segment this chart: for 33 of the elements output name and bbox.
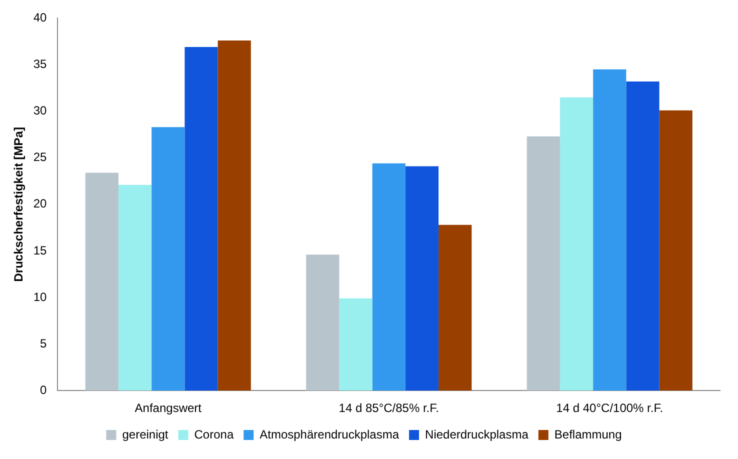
bar — [405, 166, 439, 391]
bar — [372, 163, 406, 391]
y-tick-label: 10 — [33, 290, 48, 304]
bar — [118, 184, 152, 391]
y-tick-label: 0 — [40, 382, 48, 397]
bar — [438, 224, 472, 391]
y-axis-title: Druckscherfestigkeit [MPa] — [12, 127, 26, 282]
y-tick-label: 5 — [40, 336, 48, 350]
bar — [339, 298, 372, 391]
y-tick-label: 20 — [33, 196, 48, 211]
bar — [526, 136, 560, 391]
legend-label: Atmosphärendruckplasma — [260, 427, 400, 442]
bar — [659, 110, 692, 391]
y-tick-label: 40 — [33, 10, 48, 25]
bar — [85, 172, 118, 391]
bar — [184, 47, 218, 391]
bar — [560, 97, 594, 391]
y-tick-label: 25 — [33, 150, 48, 164]
legend-label: Beflammung — [554, 427, 622, 442]
y-tick-label: 35 — [33, 57, 48, 72]
bar — [152, 127, 185, 391]
legend-label: Corona — [194, 427, 234, 442]
legend-label: gereinigt — [122, 427, 169, 442]
y-tick-label: 30 — [33, 104, 48, 118]
x-tick-label: Anfangswert — [134, 401, 202, 416]
bar — [218, 40, 251, 391]
bar — [626, 82, 660, 391]
legend-label: Niederdruckplasma — [425, 427, 529, 442]
x-tick-label: 14 d 40°C/100% r.F. — [556, 401, 664, 416]
bar — [306, 254, 340, 391]
y-tick-label: 15 — [33, 243, 48, 258]
bar — [593, 69, 626, 391]
x-tick-label: 14 d 85°C/85% r.F. — [338, 401, 439, 416]
